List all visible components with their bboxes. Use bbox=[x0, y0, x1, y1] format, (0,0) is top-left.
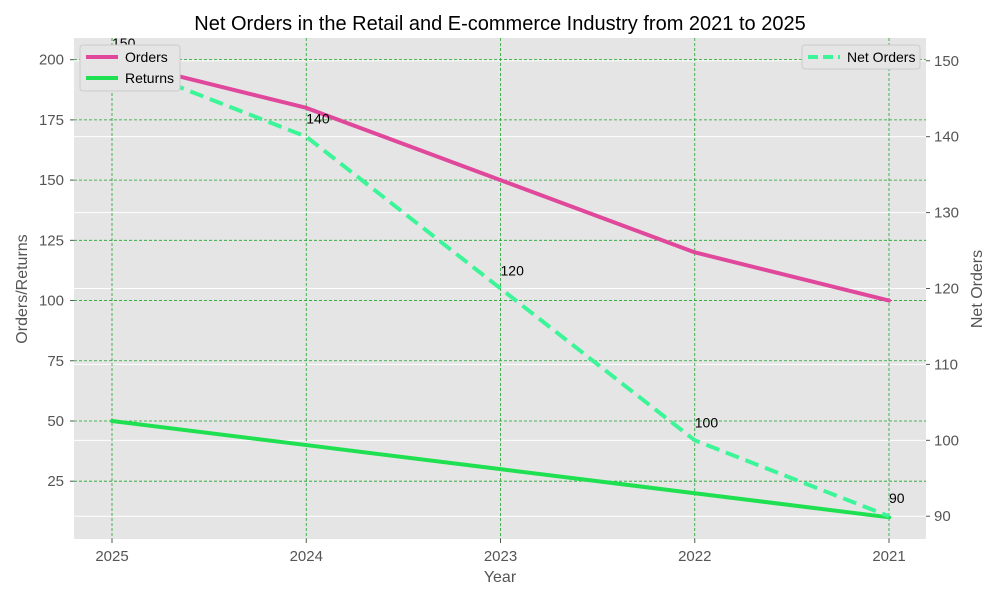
legend-right-box bbox=[801, 44, 921, 70]
data-label: 120 bbox=[501, 263, 525, 279]
x-tick-label: 2022 bbox=[678, 548, 711, 565]
y-left-tick-label: 75 bbox=[47, 353, 64, 370]
x-tick-label: 2025 bbox=[95, 548, 128, 565]
grid-horizontal-right bbox=[74, 60, 926, 517]
legend-label-net-orders: Net Orders bbox=[847, 49, 915, 65]
series-line-orders bbox=[110, 57, 891, 303]
y-right-tick-label: 130 bbox=[934, 205, 959, 222]
y-right-tick-label: 120 bbox=[934, 281, 959, 298]
grid-vertical bbox=[111, 38, 890, 539]
x-tick-label: 2021 bbox=[872, 548, 905, 565]
data-label: 140 bbox=[306, 111, 330, 127]
x-tick-label: 2024 bbox=[290, 548, 323, 565]
x-tick-label: 2023 bbox=[484, 548, 517, 565]
data-label: 90 bbox=[889, 490, 905, 506]
y-left-tick-label: 175 bbox=[39, 112, 64, 129]
y-left-tick-label: 200 bbox=[39, 52, 64, 69]
series-line-net-orders bbox=[111, 58, 890, 519]
data-label: 100 bbox=[695, 414, 719, 430]
y-axis-right-label: Net Orders bbox=[969, 250, 986, 328]
chart-title: Net Orders in the Retail and E-commerce … bbox=[194, 13, 805, 35]
y-right-tick-label: 150 bbox=[934, 53, 959, 70]
y-right-tick-label: 140 bbox=[934, 129, 959, 146]
y-right-tick-label: 90 bbox=[934, 508, 951, 525]
legend-label-orders: Orders bbox=[125, 49, 168, 65]
y-left-tick-label: 50 bbox=[47, 413, 64, 430]
y-left-tick-label: 100 bbox=[39, 293, 64, 310]
legend-left: Orders Returns bbox=[79, 44, 181, 92]
y-axis-left-ticks: 25 50 75 100 125 150 175 200 bbox=[39, 52, 74, 490]
x-axis-label: Year bbox=[484, 569, 517, 586]
x-axis-ticks: 2025 2024 2023 2022 2021 bbox=[95, 539, 906, 565]
y-left-tick-label: 150 bbox=[39, 172, 64, 189]
y-axis-right-ticks: 90 100 110 120 130 140 150 bbox=[926, 53, 959, 525]
series-line-returns bbox=[110, 418, 891, 520]
y-right-tick-label: 100 bbox=[934, 432, 959, 449]
legend-label-returns: Returns bbox=[125, 70, 174, 86]
series-layer bbox=[110, 57, 891, 520]
legend-right: Net Orders bbox=[801, 44, 921, 70]
y-left-tick-label: 25 bbox=[47, 473, 64, 490]
y-left-tick-label: 125 bbox=[39, 232, 64, 249]
y-axis-left-label: Orders/Returns bbox=[14, 234, 31, 343]
y-right-tick-label: 110 bbox=[934, 356, 958, 373]
